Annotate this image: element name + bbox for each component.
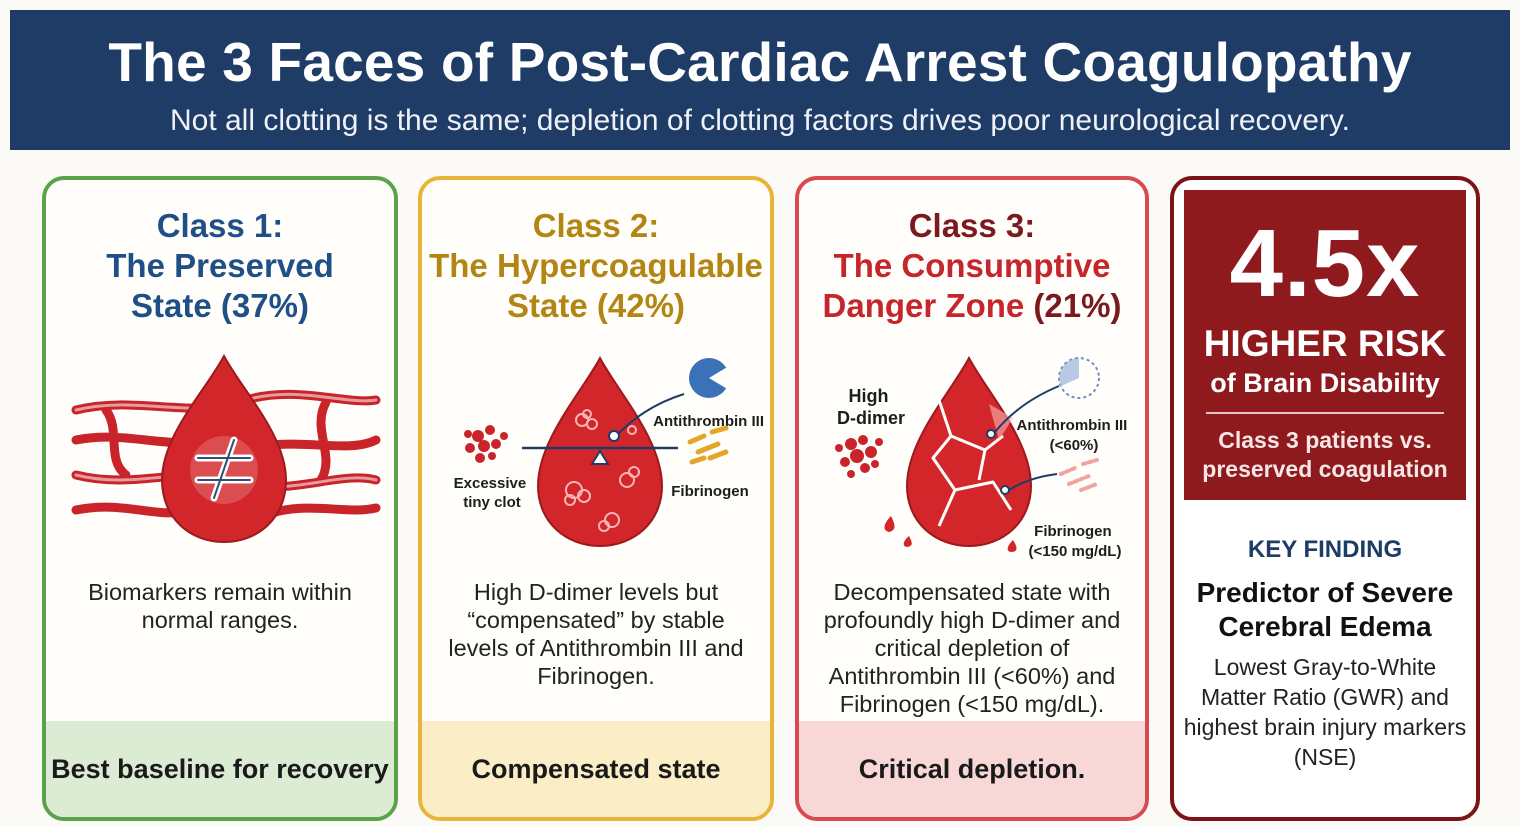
class-1-description: Biomarkers remain within normal ranges.	[88, 579, 352, 633]
class-1-card: Class 1: The Preserved State (37%)	[42, 176, 398, 821]
antithrombin-icon	[689, 358, 733, 398]
blood-drop-not-equal-icon	[71, 353, 381, 544]
page-subtitle: Not all clotting is the same; depletion …	[169, 104, 1351, 137]
key-finding-description: Lowest Gray-to-White Matter Ratio (GWR) …	[1183, 654, 1467, 770]
class-3-description: Decompensated state with profoundly high…	[823, 579, 1121, 717]
blood-drop-balance-icon: Antithrombin III Excessive tiny clot Fib…	[454, 355, 764, 548]
risk-comparison: Class 3 patients vs. preserved coagulati…	[1202, 427, 1448, 482]
class-3-footer: Critical depletion.	[799, 721, 1145, 817]
page-title: The 3 Faces of Post-Cardiac Arrest Coagu…	[108, 31, 1412, 93]
class-1-title: Class 1: The Preserved State (37%)	[106, 207, 334, 324]
broken-blood-drop-icon: High D-dimer Antithrombin III (<60%)	[835, 355, 1132, 560]
class-2-footer: Compensated state	[422, 721, 770, 817]
clot-cluster-icon	[835, 435, 883, 478]
fibrinogen-icon	[687, 425, 729, 465]
clot-label: Excessive tiny clot	[454, 475, 531, 511]
ddimer-label: High D-dimer	[837, 386, 905, 428]
antithrombin-label: Antithrombin III (<60%)	[1017, 417, 1132, 454]
risk-multiplier: 4.5x	[1229, 210, 1421, 317]
clot-cluster-icon	[464, 425, 508, 463]
micro-clots-icon	[564, 409, 640, 532]
class-3-title: Class 3: The Consumptive Danger Zone (21…	[822, 207, 1122, 324]
fibrinogen-label: Fibrinogen (<150 mg/dL)	[1029, 523, 1122, 560]
risk-card: 4.5x HIGHER RISK of Brain Disability Cla…	[1170, 176, 1480, 821]
drop-cracks	[931, 399, 1013, 527]
depleted-antithrombin-icon	[1058, 357, 1100, 399]
header-banner: The 3 Faces of Post-Cardiac Arrest Coagu…	[10, 10, 1510, 150]
risk-divider	[1206, 412, 1444, 414]
key-finding-label: KEY FINDING	[1247, 536, 1403, 563]
depleted-fibrinogen-icon	[1059, 458, 1099, 492]
debris-icon	[884, 516, 1017, 552]
risk-subheadline: of Brain Disability	[1210, 368, 1440, 398]
balance-fulcrum	[590, 449, 610, 465]
key-finding-title: Predictor of Severe Cerebral Edema	[1196, 577, 1454, 642]
class-3-card: Class 3: The Consumptive Danger Zone (21…	[795, 176, 1149, 821]
fibrinogen-label: Fibrinogen	[671, 483, 749, 500]
risk-highlight: 4.5x HIGHER RISK of Brain Disability Cla…	[1184, 190, 1466, 500]
class-2-description: High D-dimer levels but “compensated” by…	[448, 579, 744, 689]
class-1-footer: Best baseline for recovery	[46, 721, 394, 817]
antithrombin-label: Antithrombin III	[653, 413, 764, 430]
class-2-title: Class 2: The Hypercoagulable State (42%)	[429, 207, 763, 324]
risk-headline: HIGHER RISK	[1203, 323, 1447, 364]
blood-drop-icon	[160, 353, 288, 544]
blood-drop-icon	[905, 355, 1033, 548]
class-2-card: Class 2: The Hypercoagulable State (42%)…	[418, 176, 774, 821]
